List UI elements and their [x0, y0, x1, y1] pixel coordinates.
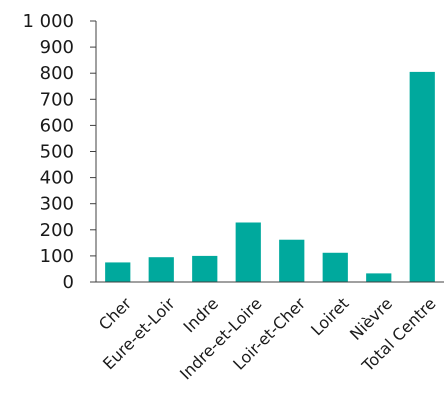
y-tick-label: 900 — [40, 37, 74, 58]
bar-total-centre — [409, 71, 435, 283]
y-axis: 0 100 200 300 400 500 600 700 800 900 1 000 — [22, 11, 97, 293]
x-tick-label: Cher — [95, 294, 135, 334]
y-tick-label: 700 — [40, 89, 74, 110]
y-tick-label: 1 000 — [22, 11, 74, 32]
y-tick-label: 100 — [40, 246, 74, 267]
bar-loir-et-cher — [279, 239, 305, 282]
y-tick-label: 0 — [63, 272, 74, 293]
y-tick-label: 300 — [40, 194, 74, 215]
bar-ni-vre — [366, 273, 392, 282]
y-tick-label: 200 — [40, 220, 74, 241]
y-tick-label: 800 — [40, 63, 74, 84]
bar-loiret — [322, 252, 348, 282]
bars — [105, 71, 435, 283]
y-tick-label: 400 — [40, 168, 74, 189]
bar-indre-et-loire — [235, 222, 261, 282]
x-tick-label: Loiret — [307, 294, 352, 339]
y-tick-label: 500 — [40, 142, 74, 163]
bar-indre — [192, 255, 218, 282]
bar-cher — [105, 262, 131, 282]
bar-eure-et-loir — [148, 257, 174, 282]
y-tick-label: 600 — [40, 115, 74, 136]
